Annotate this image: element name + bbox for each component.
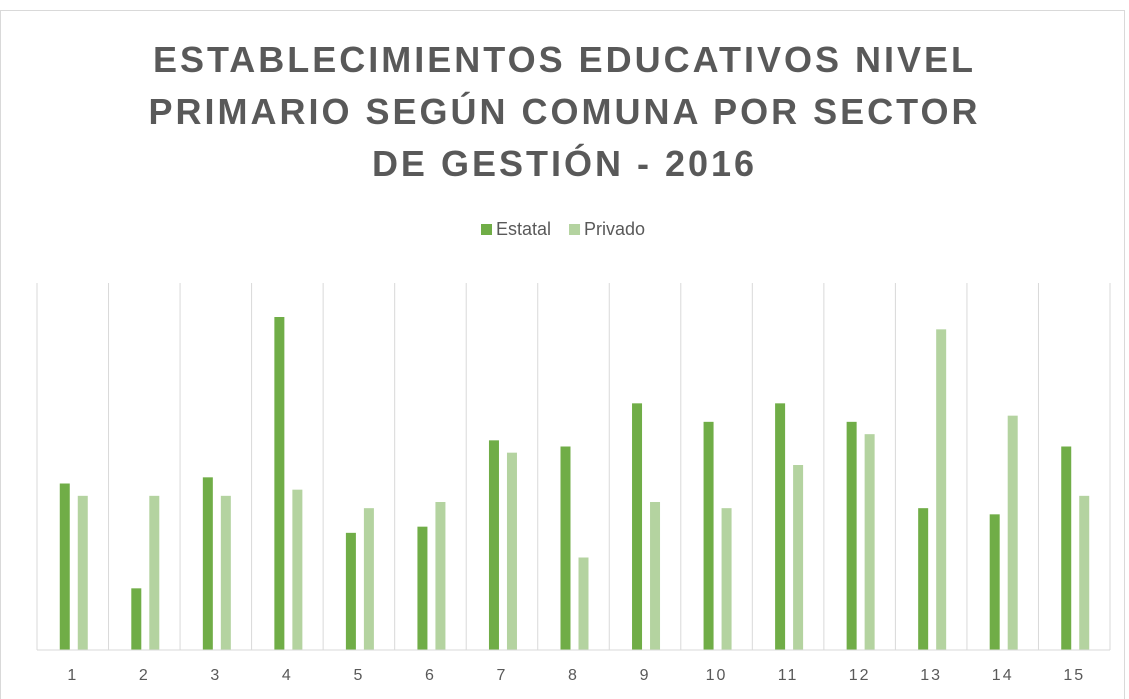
bar bbox=[345, 532, 356, 650]
x-tick-label: 7 bbox=[497, 667, 508, 684]
bar bbox=[149, 495, 160, 650]
x-tick-label: 10 bbox=[706, 667, 728, 684]
bar bbox=[131, 588, 142, 650]
bar bbox=[775, 403, 786, 650]
x-tick-label: 14 bbox=[992, 667, 1014, 684]
x-tick-label: 3 bbox=[210, 667, 221, 684]
bar bbox=[1061, 446, 1072, 650]
bar bbox=[846, 421, 857, 650]
bar bbox=[220, 495, 231, 650]
x-tick-label: 11 bbox=[778, 667, 799, 684]
bar bbox=[435, 502, 446, 650]
bar bbox=[560, 446, 571, 650]
x-tick-label: 1 bbox=[67, 667, 78, 684]
chart-frame bbox=[0, 10, 1125, 699]
bar bbox=[1079, 495, 1090, 650]
bar bbox=[989, 514, 1000, 650]
bar bbox=[936, 329, 947, 650]
bar bbox=[59, 483, 70, 650]
legend-label: Estatal bbox=[496, 219, 551, 239]
bar bbox=[703, 421, 714, 650]
bar bbox=[864, 434, 875, 650]
bar bbox=[202, 477, 213, 650]
bar bbox=[77, 495, 88, 650]
bar bbox=[417, 526, 428, 650]
x-tick-label: 4 bbox=[282, 667, 293, 684]
x-tick-label: 2 bbox=[139, 667, 150, 684]
bar bbox=[632, 403, 643, 650]
bar bbox=[506, 452, 517, 650]
legend-swatch bbox=[569, 224, 581, 235]
bar bbox=[1007, 415, 1018, 650]
x-tick-label: 9 bbox=[640, 667, 651, 684]
bar bbox=[363, 508, 374, 650]
x-tick-label: 6 bbox=[425, 667, 436, 684]
x-tick-label: 12 bbox=[849, 667, 871, 684]
bar bbox=[918, 508, 929, 650]
chart-title: ESTABLECIMIENTOS EDUCATIVOS NIVEL PRIMAR… bbox=[148, 39, 981, 184]
bar bbox=[578, 557, 589, 650]
x-tick-label: 5 bbox=[353, 667, 364, 684]
bar bbox=[292, 489, 303, 650]
x-tick-label: 8 bbox=[568, 667, 579, 684]
bar bbox=[650, 502, 661, 650]
bar bbox=[793, 465, 804, 650]
x-tick-label: 15 bbox=[1063, 667, 1085, 684]
bar bbox=[488, 440, 499, 650]
legend-swatch bbox=[481, 224, 492, 235]
bar bbox=[721, 508, 732, 650]
legend-label: Privado bbox=[584, 219, 645, 239]
bar bbox=[274, 317, 285, 650]
x-tick-label: 13 bbox=[920, 667, 942, 684]
